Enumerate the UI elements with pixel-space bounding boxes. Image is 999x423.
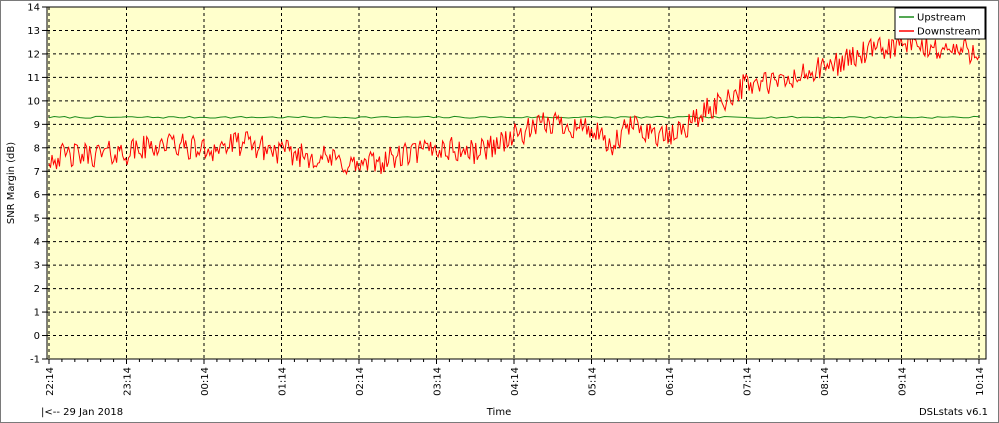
x-tick-label: 04:14	[510, 367, 521, 396]
y-tick-label: -1	[30, 355, 40, 366]
y-tick-label: 2	[34, 284, 40, 295]
x-tick-label: 23:14	[123, 367, 134, 396]
y-tick-label: 4	[34, 237, 40, 248]
y-tick-label: 5	[34, 214, 40, 225]
y-tick-label: 7	[34, 167, 40, 178]
x-axis-label: Time	[486, 407, 511, 418]
series-lines	[48, 32, 980, 176]
x-tick-label: 05:14	[588, 367, 599, 396]
x-tick-label: 01:14	[278, 367, 289, 396]
y-tick-label: 14	[27, 3, 40, 14]
date-label: |<-- 29 Jan 2018	[41, 407, 123, 418]
y-tick-label: 13	[27, 26, 40, 37]
series-line-downstream	[48, 32, 980, 176]
y-axis-label: SNR Margin (dB)	[6, 142, 17, 224]
y-tick-label: 10	[27, 96, 40, 107]
x-tick-label: 07:14	[743, 367, 754, 396]
series-line-upstream	[48, 115, 980, 119]
x-axis-ticks: 22:14 23:14 00:14 01:14 02:14 03:14 04:14 05:14…	[45, 359, 986, 396]
x-tick-label: 00:14	[200, 367, 211, 396]
legend: Upstream Downstream	[894, 7, 986, 40]
x-tick-label: 02:14	[355, 367, 366, 396]
grid-lines	[47, 7, 986, 359]
y-tick-label: 11	[27, 73, 40, 84]
y-tick-label: 9	[34, 120, 40, 131]
y-tick-label: 12	[27, 49, 40, 60]
y-tick-label: 1	[34, 308, 40, 319]
legend-box	[894, 7, 986, 40]
y-tick-label: 3	[34, 261, 40, 272]
brand-label: DSLstats v6.1	[919, 407, 988, 418]
y-tick-label: 6	[34, 190, 40, 201]
legend-label: Upstream	[917, 13, 966, 24]
legend-label: Downstream	[917, 27, 980, 38]
x-tick-label: 06:14	[665, 367, 676, 396]
plot-border	[46, 6, 987, 360]
x-tick-label: 03:14	[433, 367, 444, 396]
x-tick-label: 08:14	[820, 367, 831, 396]
x-tick-label: 22:14	[45, 367, 56, 396]
x-tick-label: 10:14	[975, 367, 986, 396]
y-tick-label: 0	[34, 331, 40, 342]
x-tick-label: 09:14	[898, 367, 909, 396]
y-tick-label: 8	[34, 143, 40, 154]
